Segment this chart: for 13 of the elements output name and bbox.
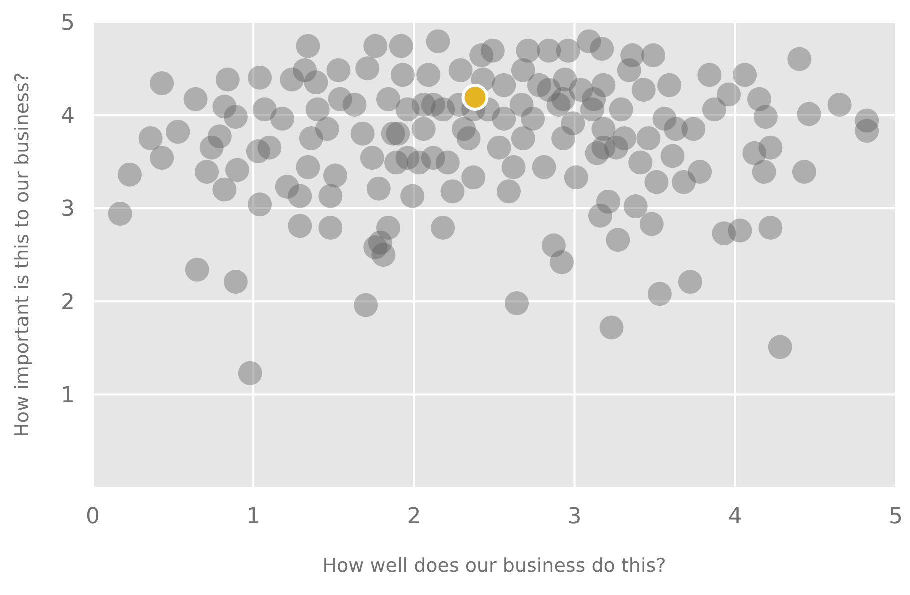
x-tick-label: 3 — [568, 504, 582, 530]
y-tick-label: 2 — [61, 290, 75, 316]
y-tick-label: 3 — [61, 197, 75, 222]
y-tick-label: 1 — [61, 384, 75, 409]
x-tick-label: 4 — [728, 504, 742, 530]
x-tick-label: 5 — [889, 504, 903, 530]
y-tick-label: 5 — [61, 10, 75, 36]
y-axis-title: How important is this to our business? — [12, 72, 34, 438]
x-tick-label: 0 — [86, 504, 100, 530]
x-axis-title: How well does our business do this? — [322, 555, 666, 577]
x-tick-label: 1 — [246, 504, 261, 530]
x-tick-label: 2 — [407, 504, 422, 530]
y-tick-label: 4 — [61, 104, 75, 130]
